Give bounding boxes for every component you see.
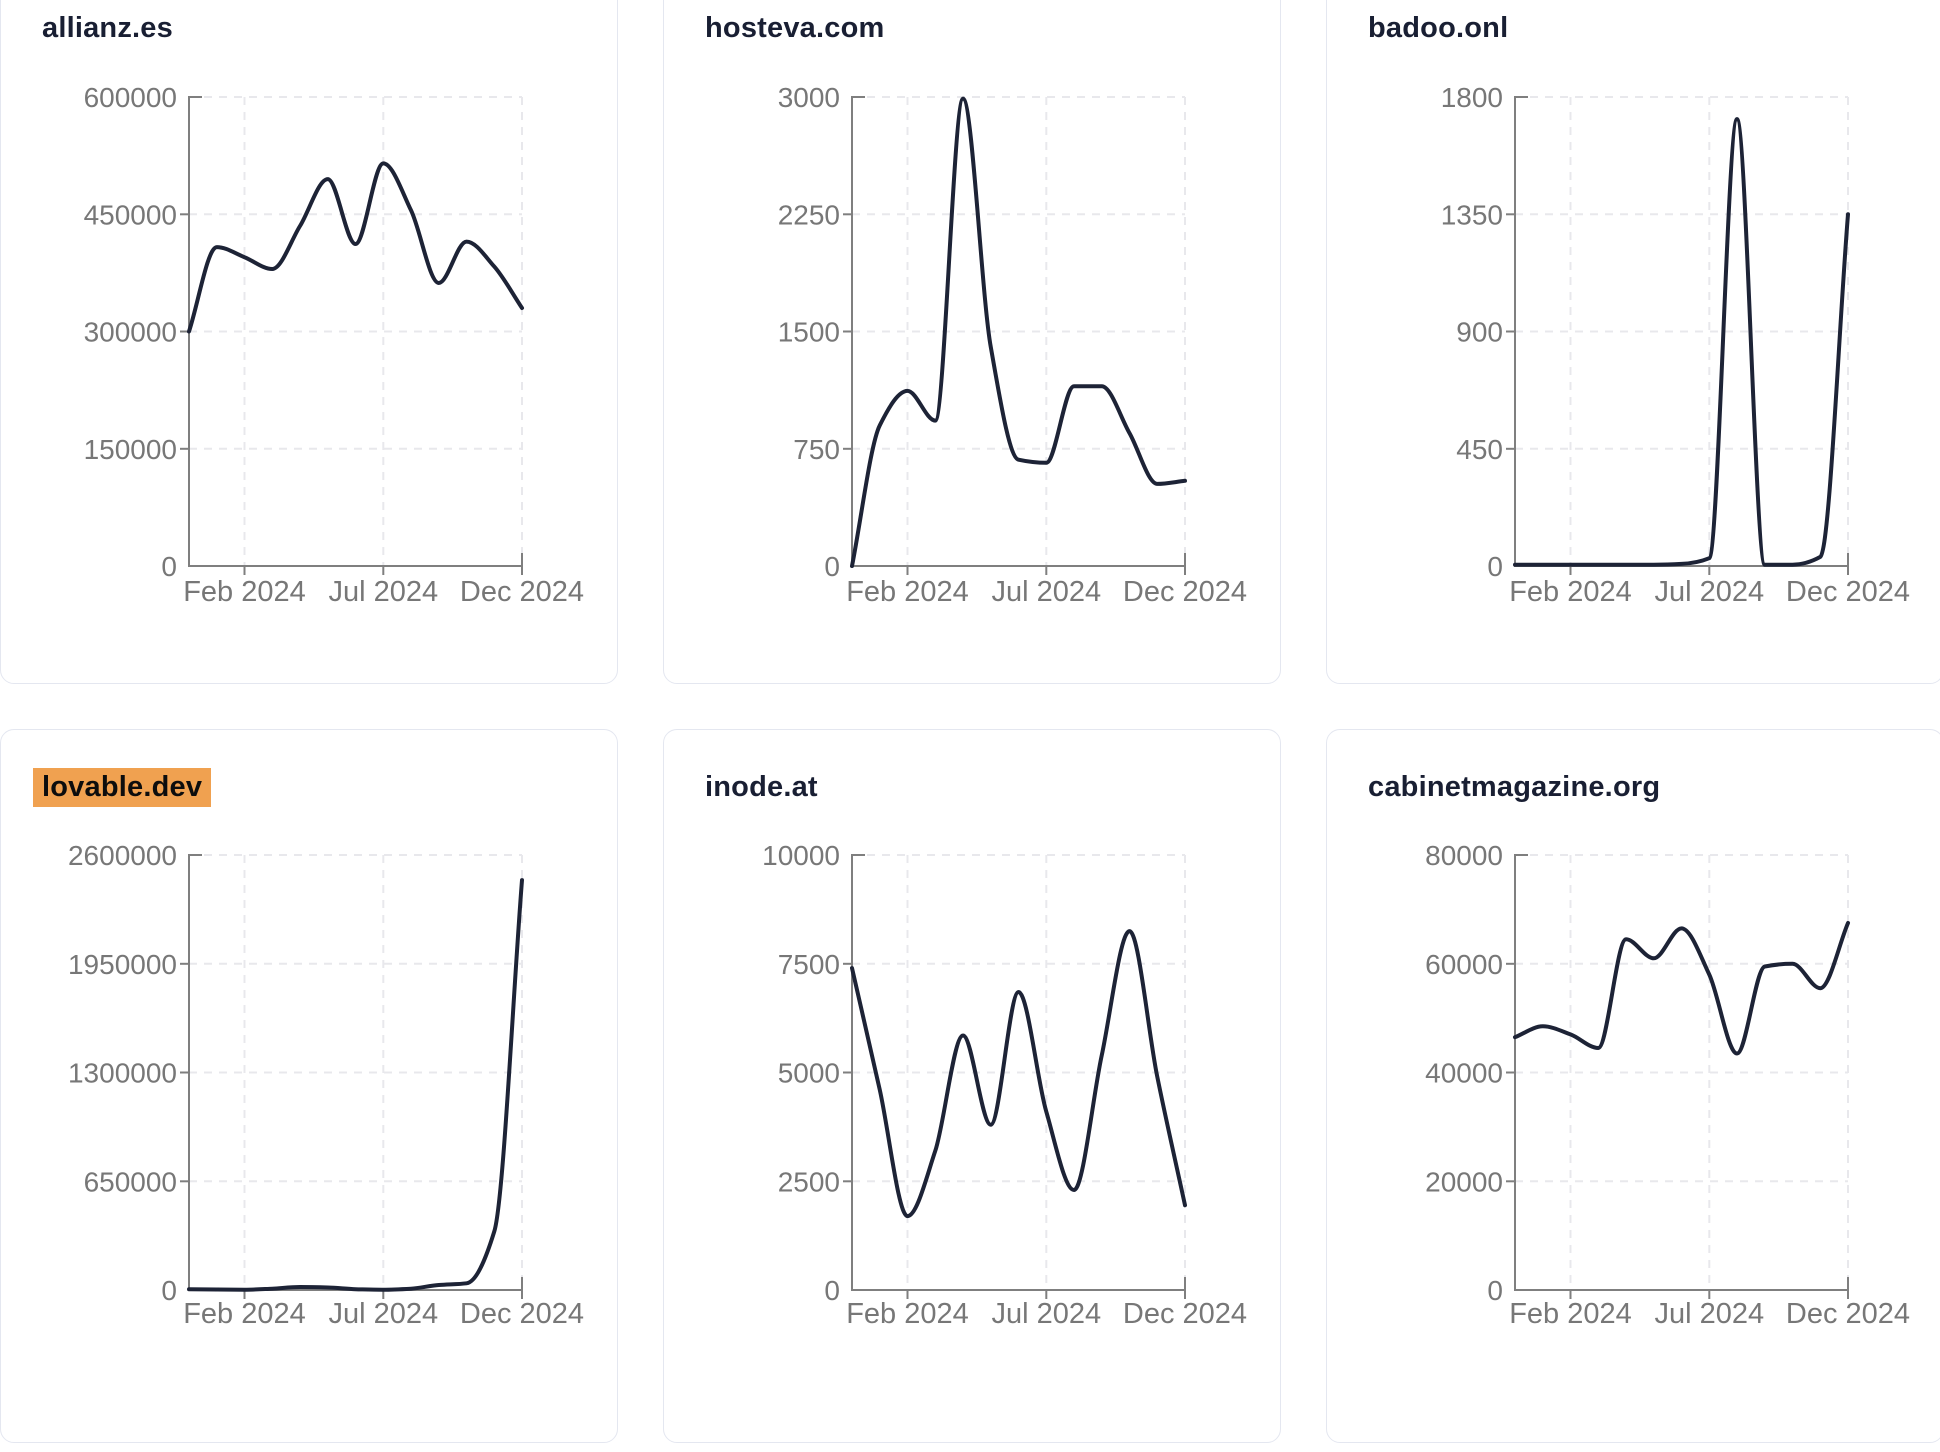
- svg-text:1300000: 1300000: [68, 1058, 177, 1089]
- svg-text:1350: 1350: [1441, 199, 1503, 230]
- svg-text:Dec 2024: Dec 2024: [1123, 576, 1247, 608]
- svg-text:150000: 150000: [84, 434, 177, 465]
- chart-title[interactable]: inode.at: [705, 768, 818, 806]
- svg-text:Feb 2024: Feb 2024: [846, 1298, 969, 1330]
- svg-text:2250: 2250: [778, 199, 840, 230]
- domain-label: cabinetmagazine.org: [1368, 771, 1661, 803]
- svg-text:10000: 10000: [762, 840, 840, 871]
- svg-text:900: 900: [1456, 317, 1503, 348]
- domain-label: badoo.onl: [1368, 12, 1509, 44]
- line-chart: 0 2500 5000 7500 10000 Feb 2024 Jul 2024 Dec 20…: [762, 840, 1247, 1330]
- chart-card-cabinetmagazine-org[interactable]: cabinetmagazine.org 0 20000 40000 60000 8000…: [1326, 729, 1940, 1443]
- svg-text:Dec 2024: Dec 2024: [1786, 1298, 1910, 1330]
- svg-text:Jul 2024: Jul 2024: [991, 1298, 1101, 1330]
- svg-text:0: 0: [1487, 551, 1503, 582]
- svg-text:Feb 2024: Feb 2024: [183, 576, 306, 608]
- svg-text:0: 0: [161, 551, 177, 582]
- chart-title[interactable]: lovable.dev: [33, 768, 212, 807]
- svg-text:300000: 300000: [84, 317, 177, 348]
- svg-text:0: 0: [824, 551, 840, 582]
- svg-text:2600000: 2600000: [68, 840, 177, 871]
- chart-card-inode-at[interactable]: inode.at 0 2500 5000 7500 10000 Feb 2024 Jul 2…: [663, 729, 1281, 1443]
- line-chart: 0 20000 40000 60000 80000 Feb 2024 Jul 2024 Dec…: [1425, 840, 1910, 1330]
- svg-text:Dec 2024: Dec 2024: [1123, 1298, 1247, 1330]
- svg-text:Jul 2024: Jul 2024: [328, 576, 438, 608]
- domain-label: inode.at: [705, 771, 818, 803]
- chart-card-lovable-dev[interactable]: lovable.dev 0 650000 1300000 1950000 2600000…: [0, 729, 618, 1443]
- svg-text:0: 0: [1487, 1275, 1503, 1306]
- svg-text:600000: 600000: [84, 82, 177, 113]
- svg-text:Dec 2024: Dec 2024: [1786, 576, 1910, 608]
- chart-card-hosteva-com[interactable]: hosteva.com 0 750 1500 2250 3000 Feb 2024 Jul …: [663, 0, 1281, 684]
- svg-text:Jul 2024: Jul 2024: [328, 1298, 438, 1330]
- svg-text:Feb 2024: Feb 2024: [1509, 576, 1632, 608]
- chart-title[interactable]: allianz.es: [42, 9, 173, 47]
- svg-text:0: 0: [824, 1275, 840, 1306]
- svg-text:Feb 2024: Feb 2024: [846, 576, 969, 608]
- svg-text:60000: 60000: [1425, 949, 1503, 980]
- svg-text:Feb 2024: Feb 2024: [183, 1298, 306, 1330]
- svg-text:0: 0: [161, 1275, 177, 1306]
- svg-text:5000: 5000: [778, 1058, 840, 1089]
- domain-label-highlighted: lovable.dev: [33, 768, 212, 807]
- domain-label: hosteva.com: [705, 12, 885, 44]
- svg-text:Jul 2024: Jul 2024: [991, 576, 1101, 608]
- svg-text:750: 750: [793, 434, 840, 465]
- chart-title[interactable]: cabinetmagazine.org: [1368, 768, 1660, 806]
- svg-text:2500: 2500: [778, 1166, 840, 1197]
- svg-text:3000: 3000: [778, 82, 840, 113]
- svg-text:Dec 2024: Dec 2024: [460, 1298, 584, 1330]
- svg-text:40000: 40000: [1425, 1058, 1503, 1089]
- svg-text:1500: 1500: [778, 317, 840, 348]
- line-chart: 0 650000 1300000 1950000 2600000 Feb 2024 Jul …: [68, 840, 584, 1330]
- svg-text:650000: 650000: [84, 1166, 177, 1197]
- svg-text:Jul 2024: Jul 2024: [1654, 1298, 1764, 1330]
- svg-text:20000: 20000: [1425, 1166, 1503, 1197]
- domain-label: allianz.es: [42, 12, 173, 44]
- svg-text:Feb 2024: Feb 2024: [1509, 1298, 1632, 1330]
- svg-text:80000: 80000: [1425, 840, 1503, 871]
- chart-title[interactable]: hosteva.com: [705, 9, 885, 47]
- line-chart: 0 750 1500 2250 3000 Feb 2024 Jul 2024 Dec 2024: [778, 82, 1247, 608]
- svg-text:Dec 2024: Dec 2024: [460, 576, 584, 608]
- svg-text:7500: 7500: [778, 949, 840, 980]
- svg-text:Jul 2024: Jul 2024: [1654, 576, 1764, 608]
- line-chart: 0 450 900 1350 1800 Feb 2024 Jul 2024 Dec 2024: [1441, 82, 1910, 608]
- svg-text:450: 450: [1456, 434, 1503, 465]
- svg-text:1800: 1800: [1441, 82, 1503, 113]
- chart-card-badoo-onl[interactable]: badoo.onl 0 450 900 1350 1800 Feb 2024 Jul 202…: [1326, 0, 1940, 684]
- svg-text:450000: 450000: [84, 199, 177, 230]
- svg-text:1950000: 1950000: [68, 949, 177, 980]
- chart-title[interactable]: badoo.onl: [1368, 9, 1508, 47]
- line-chart: 0 150000 300000 450000 600000 Feb 2024 Jul 202…: [84, 82, 585, 608]
- chart-card-allianz-es[interactable]: allianz.es 0 150000 300000 450000 600000 Feb …: [0, 0, 618, 684]
